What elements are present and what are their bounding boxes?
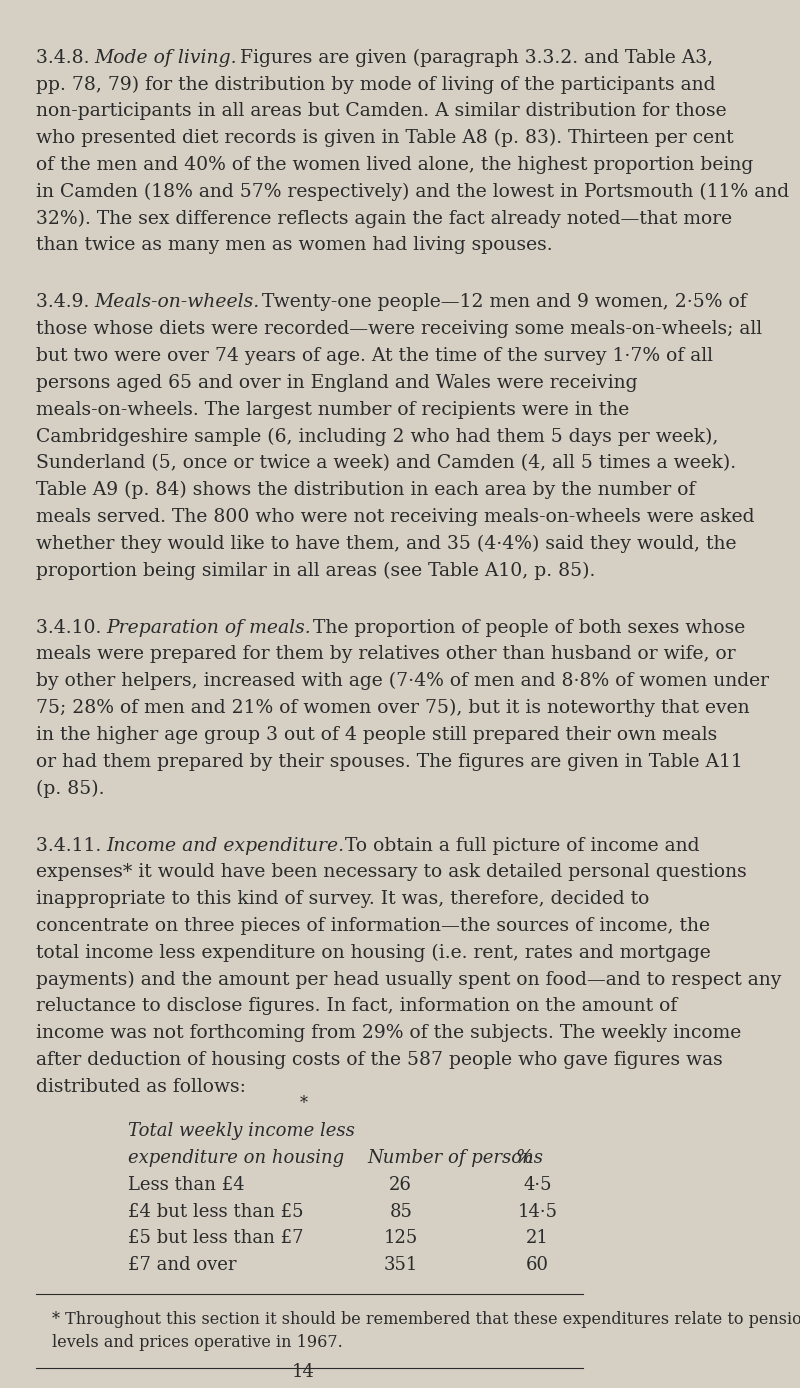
Text: The proportion of people of both sexes whose: The proportion of people of both sexes w… xyxy=(307,619,745,637)
Text: persons aged 65 and over in England and Wales were receiving: persons aged 65 and over in England and … xyxy=(37,373,638,391)
Text: 32%). The sex difference reflects again the fact already noted—that more: 32%). The sex difference reflects again … xyxy=(37,210,733,228)
Text: whether they would like to have them, and 35 (4·4%) said they would, the: whether they would like to have them, an… xyxy=(37,534,737,552)
Text: expenditure on housing: expenditure on housing xyxy=(127,1149,344,1167)
Text: To obtain a full picture of income and: To obtain a full picture of income and xyxy=(339,837,700,855)
Text: Total weekly income less: Total weekly income less xyxy=(127,1123,354,1140)
Text: by other helpers, increased with age (7·4% of men and 8·8% of women under: by other helpers, increased with age (7·… xyxy=(37,672,770,690)
Text: £7 and over: £7 and over xyxy=(127,1256,236,1274)
Text: distributed as follows:: distributed as follows: xyxy=(37,1077,246,1095)
Text: who presented diet records is given in Table A8 (p. 83). Thirteen per cent: who presented diet records is given in T… xyxy=(37,129,734,147)
Text: Table A9 (p. 84) shows the distribution in each area by the number of: Table A9 (p. 84) shows the distribution … xyxy=(37,480,696,500)
Text: Income and expenditure.: Income and expenditure. xyxy=(106,837,344,855)
Text: but two were over 74 years of age. At the time of the survey 1·7% of all: but two were over 74 years of age. At th… xyxy=(37,347,714,365)
Text: Mode of living.: Mode of living. xyxy=(94,49,238,67)
Text: Preparation of meals.: Preparation of meals. xyxy=(106,619,311,637)
Text: %: % xyxy=(516,1149,534,1167)
Text: 351: 351 xyxy=(383,1256,418,1274)
Text: inappropriate to this kind of survey. It was, therefore, decided to: inappropriate to this kind of survey. It… xyxy=(37,890,650,908)
Text: in the higher age group 3 out of 4 people still prepared their own meals: in the higher age group 3 out of 4 peopl… xyxy=(37,726,718,744)
Text: 85: 85 xyxy=(390,1202,412,1220)
Text: 3.4.8.: 3.4.8. xyxy=(37,49,96,67)
Text: 14·5: 14·5 xyxy=(518,1202,558,1220)
Text: Meals-on-wheels.: Meals-on-wheels. xyxy=(94,293,260,311)
Text: 3.4.10.: 3.4.10. xyxy=(37,619,108,637)
Text: Number of persons: Number of persons xyxy=(367,1149,543,1167)
Text: Less than £4: Less than £4 xyxy=(127,1176,244,1194)
Text: non-participants in all areas but Camden. A similar distribution for those: non-participants in all areas but Camden… xyxy=(37,103,727,121)
Text: 3.4.11.: 3.4.11. xyxy=(37,837,108,855)
Text: 21: 21 xyxy=(526,1230,549,1248)
Text: reluctance to disclose figures. In fact, information on the amount of: reluctance to disclose figures. In fact,… xyxy=(37,998,678,1016)
Text: Twenty-one people—12 men and 9 women, 2·5% of: Twenty-one people—12 men and 9 women, 2·… xyxy=(257,293,747,311)
Text: Figures are given (paragraph 3.3.2. and Table A3,: Figures are given (paragraph 3.3.2. and … xyxy=(234,49,714,67)
Text: income was not forthcoming from 29% of the subjects. The weekly income: income was not forthcoming from 29% of t… xyxy=(37,1024,742,1042)
Text: 75; 28% of men and 21% of women over 75), but it is noteworthy that even: 75; 28% of men and 21% of women over 75)… xyxy=(37,700,750,718)
Text: £5 but less than £7: £5 but less than £7 xyxy=(127,1230,303,1248)
Text: concentrate on three pieces of information—the sources of income, the: concentrate on three pieces of informati… xyxy=(37,917,710,936)
Text: 3.4.9.: 3.4.9. xyxy=(37,293,96,311)
Text: in Camden (18% and 57% respectively) and the lowest in Portsmouth (11% and: in Camden (18% and 57% respectively) and… xyxy=(37,183,790,201)
Text: (p. 85).: (p. 85). xyxy=(37,779,105,798)
Text: *: * xyxy=(299,1095,307,1112)
Text: 125: 125 xyxy=(384,1230,418,1248)
Text: * Throughout this section it should be remembered that these expenditures relate: * Throughout this section it should be r… xyxy=(52,1310,800,1328)
Text: than twice as many men as women had living spouses.: than twice as many men as women had livi… xyxy=(37,236,553,254)
Text: 4·5: 4·5 xyxy=(523,1176,551,1194)
Text: payments) and the amount per head usually spent on food—and to respect any: payments) and the amount per head usuall… xyxy=(37,970,782,988)
Text: 26: 26 xyxy=(390,1176,412,1194)
Text: after deduction of housing costs of the 587 people who gave figures was: after deduction of housing costs of the … xyxy=(37,1051,723,1069)
Text: £4 but less than £5: £4 but less than £5 xyxy=(127,1202,303,1220)
Text: proportion being similar in all areas (see Table A10, p. 85).: proportion being similar in all areas (s… xyxy=(37,561,596,580)
Text: total income less expenditure on housing (i.e. rent, rates and mortgage: total income less expenditure on housing… xyxy=(37,944,711,962)
Text: meals-on-wheels. The largest number of recipients were in the: meals-on-wheels. The largest number of r… xyxy=(37,401,630,419)
Text: Sunderland (5, once or twice a week) and Camden (4, all 5 times a week).: Sunderland (5, once or twice a week) and… xyxy=(37,454,737,472)
Text: those whose diets were recorded—were receiving some meals-on-wheels; all: those whose diets were recorded—were rec… xyxy=(37,321,762,339)
Text: Cambridgeshire sample (6, including 2 who had them 5 days per week),: Cambridgeshire sample (6, including 2 wh… xyxy=(37,428,719,446)
Text: expenses* it would have been necessary to ask detailed personal questions: expenses* it would have been necessary t… xyxy=(37,863,747,881)
Text: meals were prepared for them by relatives other than husband or wife, or: meals were prepared for them by relative… xyxy=(37,645,736,663)
Text: 14: 14 xyxy=(292,1363,315,1381)
Text: pp. 78, 79) for the distribution by mode of living of the participants and: pp. 78, 79) for the distribution by mode… xyxy=(37,75,716,93)
Text: meals served. The 800 who were not receiving meals-on-wheels were asked: meals served. The 800 who were not recei… xyxy=(37,508,755,526)
Text: 60: 60 xyxy=(526,1256,549,1274)
Text: or had them prepared by their spouses. The figures are given in Table A11: or had them prepared by their spouses. T… xyxy=(37,752,743,770)
Text: levels and prices operative in 1967.: levels and prices operative in 1967. xyxy=(52,1334,342,1351)
Text: of the men and 40% of the women lived alone, the highest proportion being: of the men and 40% of the women lived al… xyxy=(37,155,754,174)
